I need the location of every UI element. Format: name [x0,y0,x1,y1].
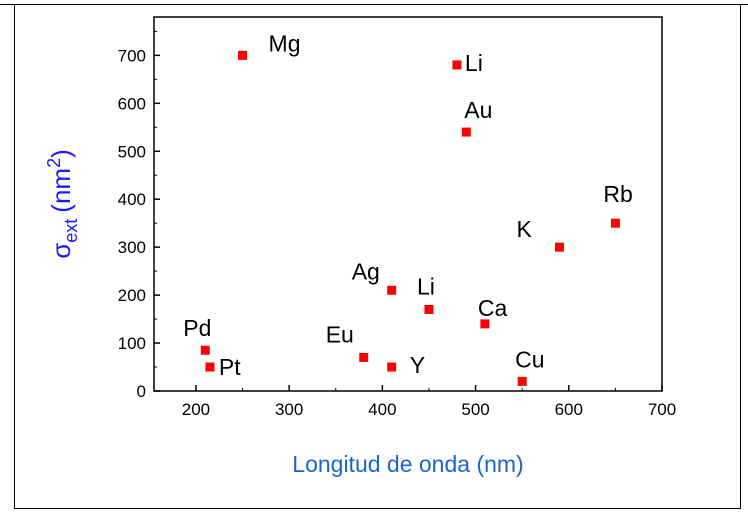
point-label: Ag [352,258,380,284]
data-points: Mg Li Au Rb K Ag Li Ca Pd Pt Eu Y Cu [183,30,633,386]
x-tick-label: 600 [555,400,583,419]
y-tick-label: 600 [118,94,146,113]
point-label: Pt [219,354,241,380]
data-point [480,319,490,329]
x-axis-title: Longitud de onda (nm) [292,451,523,477]
data-point [424,304,434,314]
y-tick-label: 500 [118,142,146,161]
y-axis-title-unit: (nm [46,168,76,213]
data-point [554,242,564,252]
y-tick-label: 200 [118,286,146,305]
point-label: Mg [269,30,301,56]
y-tick-label: 0 [137,382,146,401]
y-axis-title: σext (nm2) [44,149,81,259]
figure-frame [14,4,741,509]
data-point [238,50,248,60]
y-axis-title-symbol: σ [46,243,76,259]
data-point [461,127,471,137]
data-point [610,218,620,228]
point-label: Li [465,50,483,76]
data-point [205,362,215,372]
data-point [387,362,397,372]
data-point [387,285,397,295]
point-label: Li [417,273,435,299]
x-axis: 200 300 400 500 600 700 [182,385,676,419]
data-point [517,376,527,386]
y-tick-label: 300 [118,238,146,257]
point-label: K [516,216,532,242]
point-label: Rb [603,181,632,207]
x-tick-label: 200 [182,400,210,419]
y-axis-title-unit-exponent: 2 [44,158,64,168]
y-tick-label: 700 [118,46,146,65]
point-label: Y [410,352,425,378]
y-axis-title-unit-close: ) [46,149,76,158]
point-label: Pd [183,315,211,341]
data-point [359,352,369,362]
data-point [200,345,210,355]
data-point [452,60,462,70]
point-label: Cu [515,346,544,372]
y-axis-title-subscript: ext [61,219,81,243]
y-tick-label: 400 [118,190,146,209]
plot-area [153,16,663,392]
x-tick-label: 400 [368,400,396,419]
y-tick-label: 100 [118,334,146,353]
x-tick-label: 300 [275,400,303,419]
x-tick-label: 700 [648,400,676,419]
point-label: Au [464,97,492,123]
point-label: Eu [326,321,354,347]
point-label: Ca [478,295,508,321]
y-axis: 0 100 200 300 400 500 600 700 [118,30,160,401]
x-tick-label: 500 [461,400,489,419]
